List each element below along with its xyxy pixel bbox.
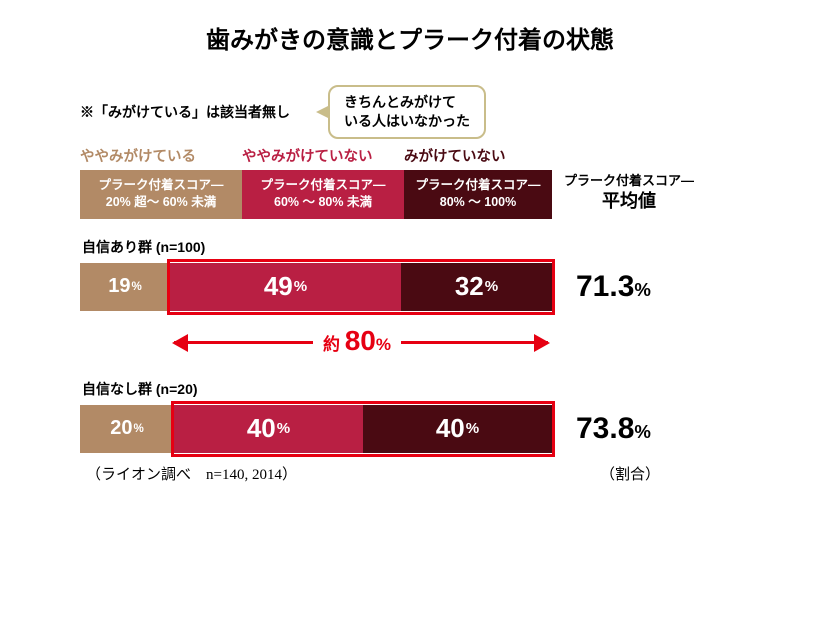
approx-label: 約 80%	[313, 325, 401, 357]
stacked-bar: 20%40%40%	[80, 405, 552, 453]
group-label: 自信なし群 (n=20)	[82, 379, 740, 399]
legend-row: プラーク付着スコア―20% 超～ 60% 未満プラーク付着スコア―60% ～ 8…	[80, 170, 740, 219]
source-text: （ライオン調べ n=140, 2014）	[86, 463, 297, 484]
category-label: みがけていない	[404, 145, 552, 166]
groups-container: 自信あり群 (n=100) 19%49%32% 71.3% 約 80% 自信なし群 (n…	[80, 237, 740, 453]
note-text: ※「みがけている」は該当者無し	[80, 102, 290, 122]
arrow-head-right	[534, 334, 550, 352]
chart-title: 歯みがきの意識とプラーク付着の状態	[80, 20, 740, 55]
category-labels-row: ややみがけているややみがけていないみがけていない	[80, 145, 740, 166]
average-value: 71.3%	[576, 270, 651, 304]
bar-segment: 19%	[80, 263, 170, 311]
average-value: 73.8%	[576, 412, 651, 446]
approx-row: 約 80%	[80, 319, 552, 365]
bar-segment: 40%	[363, 405, 552, 453]
legend-box: プラーク付着スコア―20% 超～ 60% 未満	[80, 170, 242, 219]
bar-segment: 20%	[80, 405, 174, 453]
legend-box: プラーク付着スコア―60% ～ 80% 未満	[242, 170, 404, 219]
category-label: ややみがけている	[80, 145, 242, 166]
bar-row: 20%40%40%73.8%	[80, 405, 740, 453]
arrow-head-left	[172, 334, 188, 352]
bar-segment: 40%	[174, 405, 363, 453]
bar-segment: 49%	[170, 263, 401, 311]
group-label: 自信あり群 (n=100)	[82, 237, 740, 257]
legend-average-label: プラーク付着スコア―平均値	[552, 170, 694, 219]
bar-segment: 32%	[401, 263, 552, 311]
speech-bubble: きちんとみがけて いる人はいなかった	[328, 85, 486, 139]
bar-row: 19%49%32% 71.3%	[80, 263, 740, 311]
stacked-bar: 19%49%32%	[80, 263, 552, 311]
legend-box: プラーク付着スコア―80% ～ 100%	[404, 170, 552, 219]
category-label: ややみがけていない	[242, 145, 404, 166]
ratio-label: （割合）	[600, 463, 660, 484]
